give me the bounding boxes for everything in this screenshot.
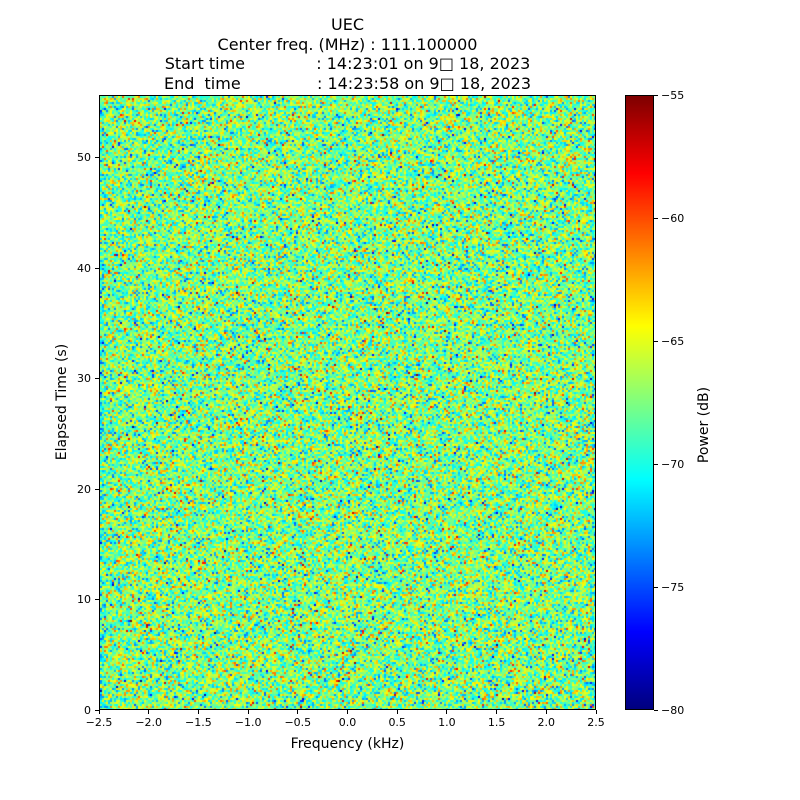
y-tick-label: 0 xyxy=(84,703,91,717)
x-tick-mark xyxy=(396,710,398,714)
colorbar-tick-mark xyxy=(654,709,658,711)
start-time-line: Start time : 14:23:01 on 9□ 18, 2023 xyxy=(164,54,531,73)
colorbar-tick-label: −65 xyxy=(661,334,685,348)
end-time-line: End time : 14:23:58 on 9□ 18, 2023 xyxy=(163,73,532,93)
x-tick-label: −1.5 xyxy=(185,716,212,729)
x-tick-label: 2.5 xyxy=(587,716,605,729)
x-tick-label: 0.5 xyxy=(388,716,406,729)
x-tick-label: −1.0 xyxy=(234,716,262,729)
x-axis-label: Frequency (kHz) xyxy=(290,736,405,752)
x-tick-label: −2.0 xyxy=(135,716,163,729)
y-tick-label: 20 xyxy=(77,482,91,496)
x-tick-label: 0.0 xyxy=(338,716,357,729)
x-tick-label: −2.5 xyxy=(85,716,113,729)
y-tick-mark xyxy=(95,709,99,711)
x-tick-mark xyxy=(247,710,249,714)
colorbar-tick-mark xyxy=(654,217,658,219)
chart-title: UEC xyxy=(331,15,364,34)
colorbar-tick-label: −80 xyxy=(661,703,685,717)
colorbar-tick-label: −60 xyxy=(661,211,685,225)
x-tick-mark xyxy=(446,710,448,714)
colorbar-tick-mark xyxy=(654,586,658,588)
x-tick-label: 1.0 xyxy=(438,716,456,729)
y-tick-label: 50 xyxy=(77,151,91,165)
y-tick-mark xyxy=(95,488,99,490)
figure-header: UEC Center freq. (MHz) : 111.100000 Star… xyxy=(99,15,596,93)
colorbar-tick-mark xyxy=(654,340,658,342)
y-tick-label: 30 xyxy=(77,372,91,386)
colorbar-tick-label: −55 xyxy=(661,88,685,102)
colorbar-gradient-canvas xyxy=(626,96,653,709)
y-tick-mark xyxy=(95,267,99,269)
x-tick-label: −0.5 xyxy=(284,716,312,729)
center-freq-line: Center freq. (MHz) : 111.100000 xyxy=(217,34,478,54)
y-tick-mark xyxy=(95,599,99,601)
x-tick-mark xyxy=(297,710,299,714)
x-tick-mark xyxy=(98,710,100,714)
colorbar-tick-mark xyxy=(654,463,658,465)
colorbar-label: Power (dB) xyxy=(696,386,712,464)
x-tick-mark xyxy=(148,710,150,714)
colorbar-tick-label: −70 xyxy=(661,457,685,471)
x-tick-label: 1.5 xyxy=(487,716,506,729)
spectrogram-heatmap-canvas xyxy=(100,96,595,709)
x-tick-mark xyxy=(595,710,597,714)
y-tick-label: 40 xyxy=(77,261,91,275)
x-tick-mark xyxy=(347,710,348,714)
colorbar-tick-label: −75 xyxy=(661,580,685,594)
x-tick-mark xyxy=(197,710,199,714)
y-tick-label: 10 xyxy=(77,593,91,607)
y-tick-mark xyxy=(95,378,99,380)
colorbar xyxy=(625,95,654,710)
x-tick-mark xyxy=(545,710,547,714)
y-tick-mark xyxy=(95,157,99,159)
x-tick-mark xyxy=(496,710,498,714)
colorbar-tick-mark xyxy=(654,94,658,96)
x-tick-label: 2.0 xyxy=(537,716,556,729)
y-axis-label: Elapsed Time (s) xyxy=(54,343,70,461)
plot-area xyxy=(99,95,596,710)
